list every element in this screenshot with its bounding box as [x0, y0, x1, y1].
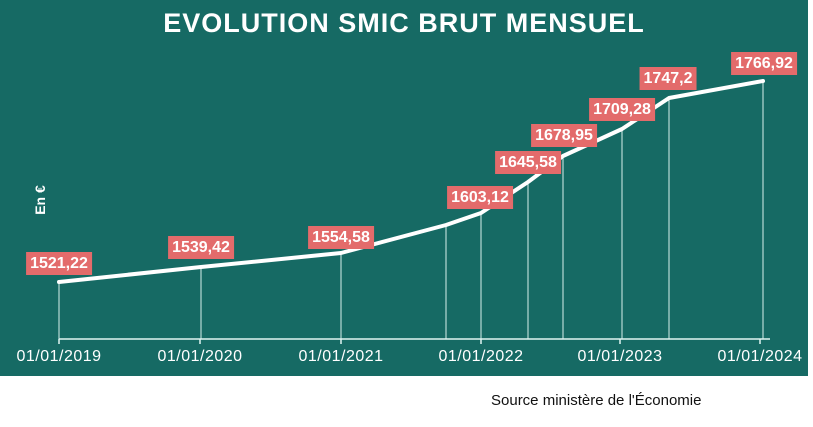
x-tick-label: 01/01/2019	[16, 348, 102, 365]
x-tick-label: 01/01/2021	[298, 348, 384, 365]
x-tick-label: 01/01/2024	[717, 348, 803, 365]
x-axis-ticks	[58, 339, 761, 344]
data-label: 1521,22	[26, 252, 92, 275]
source-note: Source ministère de l'Économie	[491, 392, 702, 409]
data-label: 1603,12	[447, 186, 513, 209]
data-label: 1709,28	[589, 98, 655, 121]
smic-line	[57, 79, 765, 284]
data-label: 1766,92	[731, 52, 797, 75]
data-label: 1645,58	[495, 151, 561, 174]
data-label: 1539,42	[168, 236, 234, 259]
x-tick-label: 01/01/2023	[577, 348, 663, 365]
data-label: 1747,2	[639, 67, 697, 90]
x-tick-label: 01/01/2022	[438, 348, 524, 365]
chart-panel	[0, 0, 808, 376]
chart-title: EVOLUTION SMIC BRUT MENSUEL	[163, 8, 645, 38]
x-tick-label: 01/01/2020	[157, 348, 243, 365]
data-label: 1554,58	[308, 226, 374, 249]
data-label: 1678,95	[531, 124, 597, 147]
drop-lines	[58, 81, 764, 339]
